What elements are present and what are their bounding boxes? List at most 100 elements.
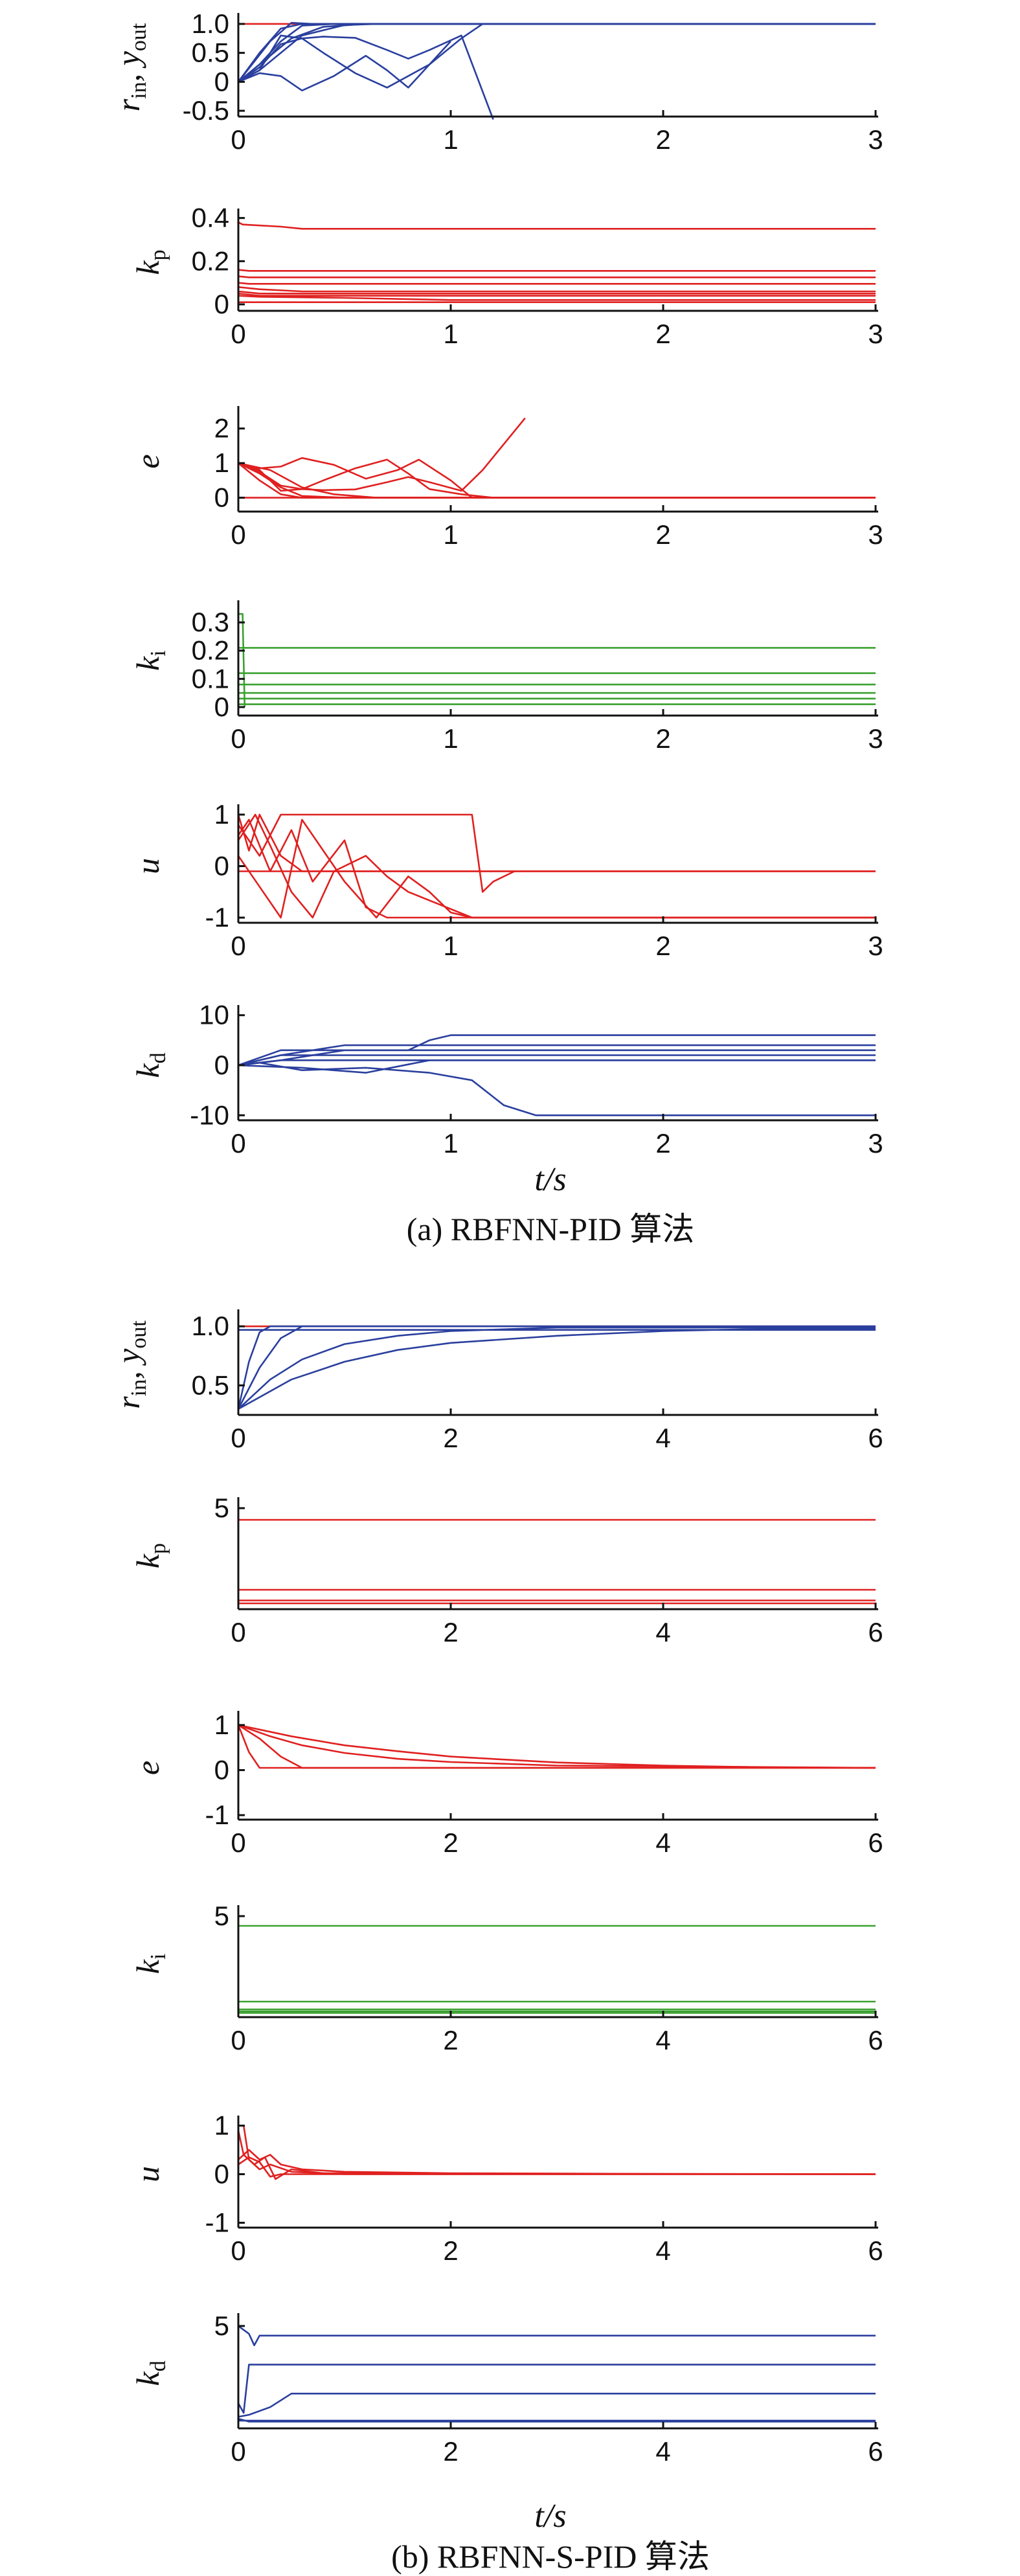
- y-tick-label-b1-1: 0.5: [192, 1370, 229, 1400]
- series-line-a5-5: [237, 819, 876, 919]
- y-tick-label-a1-0: 1.0: [192, 8, 229, 39]
- panel-b1: 0 2 4 6 1.0 0.5 rin, yout: [110, 1309, 883, 1453]
- series-line-a1-5: [238, 23, 876, 83]
- y-tick-label-a5-0: 1: [214, 799, 229, 830]
- x-tick-label-a6-3: 3: [868, 1128, 883, 1158]
- y-tick-label-a4-0: 0.3: [192, 607, 229, 637]
- series-line-b5-3: [238, 2156, 876, 2178]
- x-tick-label-b2-2: 4: [655, 1617, 670, 1647]
- y-tick-label-b5-0: 1: [214, 2110, 229, 2141]
- series-line-a3-1: [238, 462, 876, 499]
- series-line-b5-2: [238, 2149, 611, 2175]
- panel-a4: 0 1 2 3 0.30.20.10 ki: [130, 600, 883, 754]
- x-tick-label-a4-0: 0: [231, 723, 245, 754]
- x-tick-label-b5-1: 2: [443, 2235, 458, 2266]
- y-tick-label-b5-1: 0: [214, 2159, 229, 2189]
- x-tick-label-b6-3: 6: [868, 2436, 883, 2467]
- series-line-a2-5: [238, 290, 876, 295]
- series-line-a6-5: [238, 1061, 876, 1116]
- x-tick-label-a2-0: 0: [231, 319, 245, 349]
- x-tick-label-a2-1: 1: [443, 319, 458, 349]
- x-tick-label-a1-3: 3: [868, 124, 883, 155]
- y-tick-label-a1-1: 0.5: [192, 38, 229, 68]
- x-tick-label-a6-2: 2: [655, 1128, 670, 1158]
- series-line-a3-4: [238, 458, 876, 499]
- y-tick-label-a4-2: 0.1: [192, 663, 229, 694]
- series-line-a1-4: [238, 23, 876, 83]
- series-line-a1-1: [237, 23, 876, 83]
- series-line-a1-6: [238, 23, 876, 89]
- y-tick-label-a2-0: 0.4: [192, 203, 229, 233]
- series-line-b6-0: [238, 2325, 876, 2347]
- series-line-a6-6: [238, 1059, 876, 1074]
- x-tick-label-b5-2: 4: [655, 2235, 670, 2266]
- y-tick-label-b2-0: 5: [214, 1493, 229, 1523]
- y-tick-label-a2-1: 0.2: [192, 245, 229, 276]
- y-axis-label-a4: ki: [130, 650, 170, 671]
- x-tick-label-a4-3: 3: [868, 723, 883, 754]
- series-line-a6-2: [238, 1049, 876, 1067]
- y-tick-label-a6-2: -10: [190, 1100, 229, 1130]
- series-line-b3-2: [238, 1724, 876, 1769]
- panel-b5: 0 2 4 610-1u: [130, 2110, 883, 2266]
- x-tick-label-b3-1: 2: [443, 1827, 458, 1858]
- x-tick-label-a5-2: 2: [655, 931, 670, 961]
- x-tick-label-b5-3: 6: [868, 2235, 883, 2266]
- x-tick-label-a3-0: 0: [231, 519, 245, 550]
- y-tick-label-a3-1: 1: [214, 447, 229, 478]
- y-axis-label-b5: u: [130, 2166, 166, 2182]
- x-tick-label-a2-2: 2: [655, 319, 670, 349]
- series-line-b3-0: [237, 1724, 876, 1769]
- series-line-a2-1: [238, 269, 876, 272]
- series-line-a1-8: [238, 40, 451, 92]
- y-tick-label-a1-3: -0.5: [183, 95, 229, 126]
- y-tick-label-b1-0: 1.0: [192, 1311, 229, 1341]
- x-tick-label-a6-1: 1: [443, 1128, 458, 1158]
- series-line-a2-3: [238, 282, 876, 285]
- series-line-a5-1: [237, 813, 876, 872]
- x-tick-label-a3-3: 3: [868, 519, 883, 550]
- series-line-a3-5: [238, 417, 526, 492]
- panel-b6: 0 2 4 6 5 kd: [130, 2310, 883, 2467]
- x-tick-label-a4-1: 1: [443, 723, 458, 754]
- series-line-b6-4: [238, 2417, 876, 2423]
- x-tick-label-b1-0: 0: [231, 1423, 245, 1453]
- panel-a2: 0 1 2 3 0.4 0.2 0 kp: [130, 203, 883, 349]
- x-tick-label-a1-0: 0: [231, 124, 245, 155]
- y-tick-label-a5-1: 0: [214, 851, 229, 881]
- panel-b3: 0 2 4 610-1e: [130, 1710, 883, 1858]
- series-line-b3-1: [238, 1724, 876, 1769]
- y-tick-label-a4-1: 0.2: [192, 635, 229, 666]
- y-tick-label-b3-2: -1: [205, 1800, 229, 1830]
- y-axis-label-a3: e: [130, 454, 166, 468]
- series-line-a2-7: [238, 295, 876, 301]
- y-axis-label-b2: kp: [130, 1543, 170, 1568]
- y-tick-label-a1-2: 0: [214, 66, 229, 96]
- x-tick-label-a5-3: 3: [868, 931, 883, 961]
- x-tick-label-b1-2: 4: [655, 1423, 670, 1453]
- y-tick-label-a5-2: -1: [205, 902, 229, 932]
- y-axis-label-a2: kp: [130, 249, 170, 275]
- x-tick-label-a3-2: 2: [655, 519, 670, 550]
- series-line-b5-1: [237, 2130, 876, 2180]
- x-tick-label-a4-2: 2: [655, 723, 670, 754]
- x-tick-label-b4-0: 0: [231, 2025, 245, 2055]
- y-tick-label-b4-0: 5: [214, 1901, 229, 1931]
- x-tick-label-b4-3: 6: [868, 2025, 883, 2055]
- x-tick-label-b3-2: 4: [655, 1827, 670, 1858]
- x-tick-label-b6-2: 4: [655, 2436, 670, 2467]
- y-tick-label-b6-0: 5: [214, 2310, 229, 2341]
- series-line-a2-4: [238, 286, 876, 293]
- y-tick-label-a3-0: 2: [214, 413, 229, 444]
- x-tick-label-b6-1: 2: [443, 2436, 458, 2467]
- y-tick-label-b3-0: 1: [214, 1710, 229, 1740]
- x-tick-label-b2-1: 2: [443, 1617, 458, 1647]
- y-axis-label-b1: rin, yout: [110, 1320, 151, 1409]
- y-axis-label-a6: kd: [130, 1052, 170, 1078]
- caption-b: (b) RBFNN-S-PID 算法: [391, 2538, 710, 2575]
- x-tick-label-a3-1: 1: [443, 519, 458, 550]
- panel-a5: 0 1 2 310-1u: [130, 799, 883, 961]
- series-line-a2-2: [238, 275, 876, 278]
- y-tick-label-b5-2: -1: [205, 2208, 229, 2238]
